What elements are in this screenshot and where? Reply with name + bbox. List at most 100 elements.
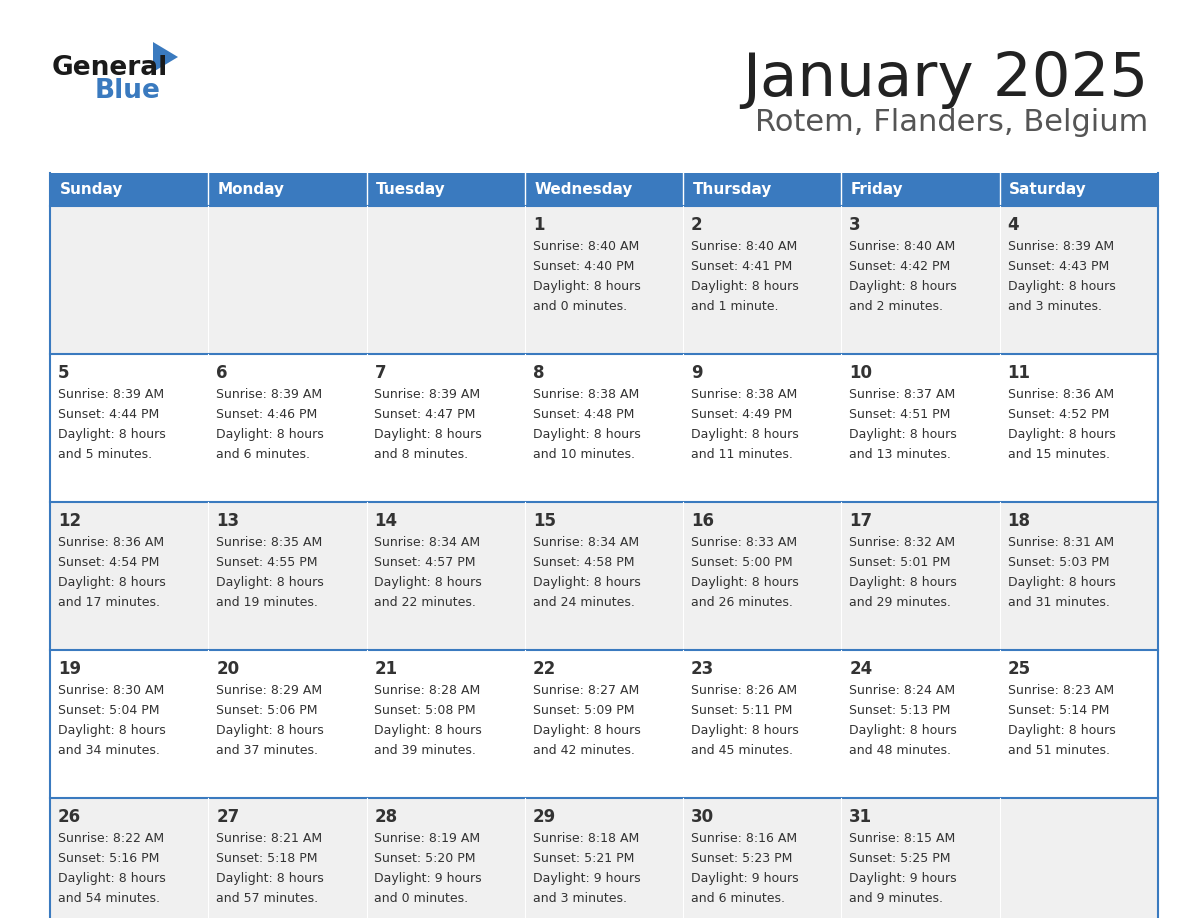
Text: Sunrise: 8:36 AM: Sunrise: 8:36 AM: [58, 536, 164, 549]
Bar: [1000, 173, 1158, 206]
Text: Sunrise: 8:34 AM: Sunrise: 8:34 AM: [532, 536, 639, 549]
Text: Sunrise: 8:27 AM: Sunrise: 8:27 AM: [532, 684, 639, 697]
Text: Sunrise: 8:30 AM: Sunrise: 8:30 AM: [58, 684, 164, 697]
Bar: [683, 354, 841, 502]
Text: and 17 minutes.: and 17 minutes.: [58, 596, 160, 609]
Bar: [1000, 206, 1158, 354]
Text: 5: 5: [58, 364, 69, 382]
Text: Daylight: 8 hours: Daylight: 8 hours: [691, 280, 798, 293]
Text: Sunrise: 8:38 AM: Sunrise: 8:38 AM: [532, 388, 639, 401]
Text: Daylight: 8 hours: Daylight: 8 hours: [532, 280, 640, 293]
Bar: [208, 502, 367, 650]
Text: Daylight: 8 hours: Daylight: 8 hours: [691, 724, 798, 737]
Text: Sunset: 4:55 PM: Sunset: 4:55 PM: [216, 556, 317, 569]
Bar: [841, 502, 1000, 650]
Text: and 34 minutes.: and 34 minutes.: [58, 744, 160, 757]
Text: and 51 minutes.: and 51 minutes.: [1007, 744, 1110, 757]
Text: and 10 minutes.: and 10 minutes.: [532, 448, 634, 461]
Bar: [50, 502, 208, 650]
Text: and 45 minutes.: and 45 minutes.: [691, 744, 794, 757]
Bar: [525, 798, 683, 918]
Text: 28: 28: [374, 808, 398, 826]
Bar: [1000, 354, 1158, 502]
Text: Sunrise: 8:40 AM: Sunrise: 8:40 AM: [849, 240, 955, 253]
Text: and 48 minutes.: and 48 minutes.: [849, 744, 952, 757]
Text: Sunset: 4:58 PM: Sunset: 4:58 PM: [532, 556, 634, 569]
Text: and 22 minutes.: and 22 minutes.: [374, 596, 476, 609]
Bar: [1000, 798, 1158, 918]
Text: Sunrise: 8:31 AM: Sunrise: 8:31 AM: [1007, 536, 1114, 549]
Text: and 57 minutes.: and 57 minutes.: [216, 892, 318, 905]
Text: Sunrise: 8:23 AM: Sunrise: 8:23 AM: [1007, 684, 1114, 697]
Text: Sunrise: 8:39 AM: Sunrise: 8:39 AM: [1007, 240, 1114, 253]
Text: Sunset: 4:51 PM: Sunset: 4:51 PM: [849, 408, 950, 421]
Text: 21: 21: [374, 660, 398, 678]
Text: 19: 19: [58, 660, 81, 678]
Text: Daylight: 8 hours: Daylight: 8 hours: [216, 724, 324, 737]
Text: 14: 14: [374, 512, 398, 530]
Text: Sunset: 5:11 PM: Sunset: 5:11 PM: [691, 704, 792, 717]
Text: and 6 minutes.: and 6 minutes.: [216, 448, 310, 461]
Bar: [525, 206, 683, 354]
Text: Sunset: 4:41 PM: Sunset: 4:41 PM: [691, 260, 792, 273]
Text: Sunset: 5:06 PM: Sunset: 5:06 PM: [216, 704, 317, 717]
Bar: [208, 354, 367, 502]
Text: Sunrise: 8:33 AM: Sunrise: 8:33 AM: [691, 536, 797, 549]
Text: 30: 30: [691, 808, 714, 826]
Text: Wednesday: Wednesday: [535, 182, 633, 197]
Text: and 8 minutes.: and 8 minutes.: [374, 448, 468, 461]
Text: Daylight: 8 hours: Daylight: 8 hours: [58, 428, 165, 441]
Text: Sunset: 5:00 PM: Sunset: 5:00 PM: [691, 556, 792, 569]
Bar: [367, 502, 525, 650]
Bar: [841, 798, 1000, 918]
Text: Rotem, Flanders, Belgium: Rotem, Flanders, Belgium: [754, 108, 1148, 137]
Text: Daylight: 8 hours: Daylight: 8 hours: [532, 724, 640, 737]
Text: and 0 minutes.: and 0 minutes.: [374, 892, 468, 905]
Text: 27: 27: [216, 808, 240, 826]
Text: Blue: Blue: [95, 78, 160, 104]
Text: and 31 minutes.: and 31 minutes.: [1007, 596, 1110, 609]
Text: and 19 minutes.: and 19 minutes.: [216, 596, 318, 609]
Text: Daylight: 8 hours: Daylight: 8 hours: [691, 428, 798, 441]
Text: 25: 25: [1007, 660, 1031, 678]
Bar: [367, 798, 525, 918]
Text: and 0 minutes.: and 0 minutes.: [532, 300, 627, 313]
Text: Daylight: 9 hours: Daylight: 9 hours: [532, 872, 640, 885]
Bar: [525, 354, 683, 502]
Text: Sunrise: 8:29 AM: Sunrise: 8:29 AM: [216, 684, 322, 697]
Bar: [50, 206, 208, 354]
Bar: [367, 206, 525, 354]
Text: Daylight: 8 hours: Daylight: 8 hours: [1007, 724, 1116, 737]
Text: 12: 12: [58, 512, 81, 530]
Text: Daylight: 8 hours: Daylight: 8 hours: [849, 280, 958, 293]
Text: and 42 minutes.: and 42 minutes.: [532, 744, 634, 757]
Text: Sunrise: 8:15 AM: Sunrise: 8:15 AM: [849, 832, 955, 845]
Text: and 9 minutes.: and 9 minutes.: [849, 892, 943, 905]
Bar: [50, 650, 208, 798]
Text: Sunset: 5:09 PM: Sunset: 5:09 PM: [532, 704, 634, 717]
Text: and 54 minutes.: and 54 minutes.: [58, 892, 160, 905]
Text: Sunrise: 8:22 AM: Sunrise: 8:22 AM: [58, 832, 164, 845]
Text: 29: 29: [532, 808, 556, 826]
Text: Sunrise: 8:38 AM: Sunrise: 8:38 AM: [691, 388, 797, 401]
Text: 3: 3: [849, 216, 861, 234]
Text: Sunset: 4:52 PM: Sunset: 4:52 PM: [1007, 408, 1110, 421]
Bar: [50, 798, 208, 918]
Text: Sunrise: 8:36 AM: Sunrise: 8:36 AM: [1007, 388, 1114, 401]
Text: Daylight: 8 hours: Daylight: 8 hours: [216, 872, 324, 885]
Text: 18: 18: [1007, 512, 1031, 530]
Text: Daylight: 8 hours: Daylight: 8 hours: [58, 872, 165, 885]
Text: Daylight: 8 hours: Daylight: 8 hours: [1007, 576, 1116, 589]
Text: 9: 9: [691, 364, 702, 382]
Text: and 15 minutes.: and 15 minutes.: [1007, 448, 1110, 461]
Bar: [841, 650, 1000, 798]
Text: Daylight: 8 hours: Daylight: 8 hours: [1007, 428, 1116, 441]
Bar: [841, 173, 1000, 206]
Text: Daylight: 8 hours: Daylight: 8 hours: [374, 576, 482, 589]
Text: Sunset: 4:44 PM: Sunset: 4:44 PM: [58, 408, 159, 421]
Text: Sunset: 4:46 PM: Sunset: 4:46 PM: [216, 408, 317, 421]
Text: Monday: Monday: [217, 182, 285, 197]
Text: Daylight: 9 hours: Daylight: 9 hours: [849, 872, 958, 885]
Text: Thursday: Thursday: [693, 182, 772, 197]
Text: 20: 20: [216, 660, 239, 678]
